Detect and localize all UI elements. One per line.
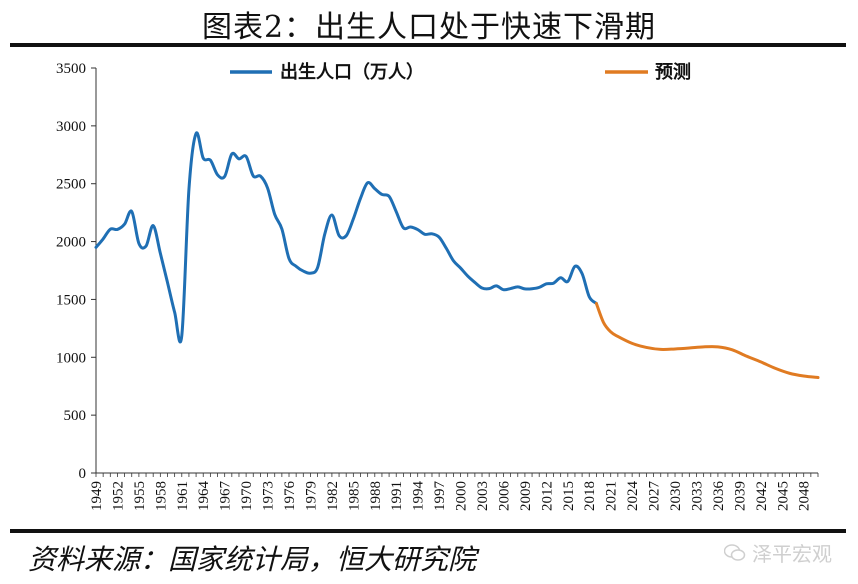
x-axis-ticks: 1949 1952 1955 1958 1961 1964 1967 1970 1973 1976… — [89, 473, 819, 512]
x-tick-label: 1952 — [110, 481, 126, 511]
legend: 出生人口（万人） 预测 — [230, 61, 691, 83]
legend-label-forecast: 预测 — [655, 61, 691, 83]
y-tick-label: 2000 — [56, 235, 86, 251]
x-tick-label: 2006 — [496, 481, 512, 512]
x-tick-label: 2021 — [604, 481, 620, 511]
forecast-series-line — [594, 301, 820, 380]
x-tick-label: 1991 — [389, 481, 405, 511]
birth-population-chart: 0 500 1000 1500 2000 2500 3000 3500 1949 1952 195… — [56, 61, 820, 512]
axes — [95, 68, 818, 474]
watermark-text: 泽平宏观 — [752, 542, 832, 566]
x-tick-label: 1982 — [325, 481, 341, 511]
x-tick-label: 1961 — [175, 481, 191, 511]
legend-label-births: 出生人口（万人） — [280, 61, 424, 83]
x-tick-label: 1997 — [432, 481, 448, 512]
y-tick-label: 2500 — [56, 177, 86, 193]
x-tick-label: 2036 — [711, 481, 727, 512]
x-tick-label: 1949 — [89, 481, 105, 511]
wechat-icon — [724, 543, 746, 561]
x-tick-label: 2009 — [518, 481, 534, 511]
x-tick-label: 2015 — [561, 481, 577, 511]
source-note: 资料来源：国家统计局，恒大研究院 — [28, 543, 477, 576]
x-tick-label: 1958 — [153, 481, 169, 511]
x-tick-label: 2003 — [475, 481, 491, 511]
x-tick-label: 2042 — [754, 481, 770, 511]
x-tick-label: 1973 — [261, 481, 277, 511]
chart-title: 图表2：出生人口处于快速下滑期 — [201, 10, 657, 45]
x-tick-label: 2039 — [732, 481, 748, 511]
x-tick-label: 2012 — [539, 481, 555, 511]
x-tick-label: 1967 — [218, 481, 234, 512]
x-tick-label: 1955 — [132, 481, 148, 511]
x-tick-label: 2045 — [775, 481, 791, 511]
x-tick-label: 2000 — [454, 481, 470, 511]
watermark: 泽平宏观 — [724, 538, 832, 567]
bottom-rule — [10, 529, 846, 533]
x-tick-label: 1970 — [239, 481, 255, 511]
y-tick-label: 500 — [64, 408, 87, 424]
y-tick-label: 0 — [79, 466, 87, 482]
y-tick-label: 1500 — [56, 292, 86, 308]
y-tick-label: 1000 — [56, 350, 86, 366]
series-lines — [94, 131, 820, 380]
births-series-line — [94, 131, 598, 344]
x-tick-label: 1979 — [303, 481, 319, 511]
top-rule — [10, 43, 846, 47]
y-axis-ticks: 0 500 1000 1500 2000 2500 3000 3500 — [56, 61, 96, 482]
x-tick-label: 2033 — [689, 481, 705, 511]
x-tick-label: 1985 — [346, 481, 362, 511]
y-tick-label: 3500 — [56, 61, 86, 77]
x-tick-label: 2048 — [797, 481, 813, 511]
x-tick-label: 1976 — [282, 481, 298, 512]
x-tick-label: 2027 — [647, 481, 663, 512]
x-tick-label: 1994 — [411, 481, 427, 512]
x-tick-label: 2018 — [582, 481, 598, 511]
x-tick-label: 2024 — [625, 481, 641, 512]
x-tick-label: 1964 — [196, 481, 212, 512]
y-tick-label: 3000 — [56, 119, 86, 135]
x-tick-label: 2030 — [668, 481, 684, 511]
x-tick-label: 1988 — [368, 481, 384, 511]
